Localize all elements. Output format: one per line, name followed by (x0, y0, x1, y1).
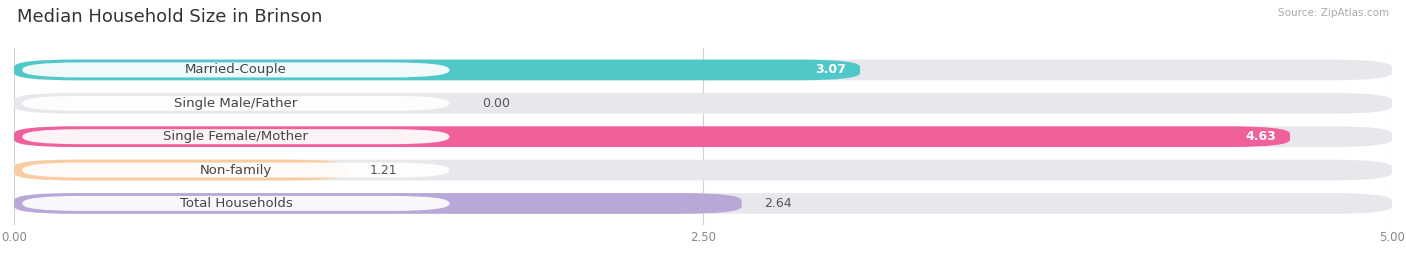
Text: Single Male/Father: Single Male/Father (174, 97, 298, 110)
FancyBboxPatch shape (14, 193, 1392, 214)
FancyBboxPatch shape (22, 62, 450, 77)
FancyBboxPatch shape (22, 196, 450, 211)
Text: Married-Couple: Married-Couple (186, 64, 287, 76)
FancyBboxPatch shape (14, 193, 741, 214)
Text: Single Female/Mother: Single Female/Mother (163, 130, 308, 143)
Text: 1.21: 1.21 (370, 163, 396, 177)
FancyBboxPatch shape (14, 126, 1289, 147)
FancyBboxPatch shape (22, 163, 450, 178)
FancyBboxPatch shape (14, 160, 1392, 180)
Text: 3.07: 3.07 (815, 64, 846, 76)
FancyBboxPatch shape (14, 126, 1392, 147)
FancyBboxPatch shape (14, 93, 1392, 114)
FancyBboxPatch shape (14, 59, 860, 80)
FancyBboxPatch shape (14, 59, 1392, 80)
Text: 0.00: 0.00 (482, 97, 510, 110)
Text: Source: ZipAtlas.com: Source: ZipAtlas.com (1278, 8, 1389, 18)
FancyBboxPatch shape (22, 129, 450, 144)
Text: Median Household Size in Brinson: Median Household Size in Brinson (17, 8, 322, 26)
Text: 4.63: 4.63 (1246, 130, 1277, 143)
FancyBboxPatch shape (22, 96, 450, 111)
Text: Total Households: Total Households (180, 197, 292, 210)
FancyBboxPatch shape (14, 160, 347, 180)
Text: 2.64: 2.64 (763, 197, 792, 210)
Text: Non-family: Non-family (200, 163, 271, 177)
